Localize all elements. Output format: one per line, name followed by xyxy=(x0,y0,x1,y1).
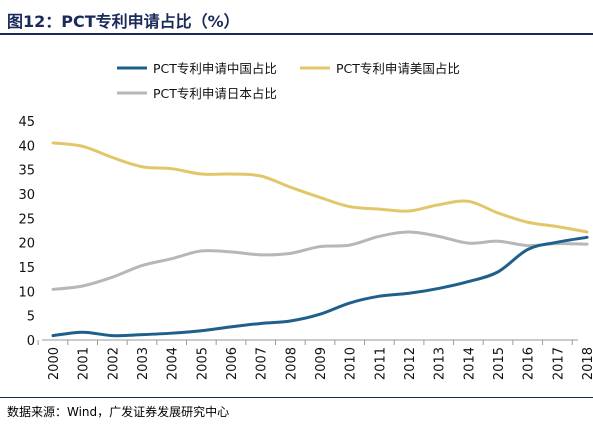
y-axis-ticks: 0 5 10 15 20 25 30 35 40 45 xyxy=(18,115,35,349)
y-tick-label: 20 xyxy=(18,237,35,252)
x-tick-label: 2006 xyxy=(225,347,240,380)
x-tick-label: 2009 xyxy=(314,347,329,380)
x-tick-label: 2013 xyxy=(433,347,448,380)
x-tick-label: 2001 xyxy=(77,347,92,380)
x-axis-tickmarks xyxy=(37,340,573,345)
x-tick-label: 2005 xyxy=(195,347,210,380)
title-underline xyxy=(0,33,593,35)
legend-item-china: PCT专利申请中国占比 xyxy=(117,61,277,76)
legend-label: PCT专利申请美国占比 xyxy=(336,61,460,76)
series-line-china xyxy=(51,235,589,338)
legend-label: PCT专利申请日本占比 xyxy=(153,86,277,101)
series-line-usa xyxy=(51,141,589,234)
y-tick-label: 25 xyxy=(18,212,35,227)
x-tick-label: 2012 xyxy=(403,347,418,380)
y-tick-label: 10 xyxy=(18,285,35,300)
series-lines xyxy=(51,141,589,338)
legend: PCT专利申请中国占比 PCT专利申请美国占比 PCT专利申请日本占比 xyxy=(117,61,460,101)
y-tick-label: 35 xyxy=(18,164,35,179)
y-tick-label: 5 xyxy=(27,310,35,325)
x-tick-label: 2014 xyxy=(462,347,477,380)
x-tick-label: 2010 xyxy=(344,347,359,380)
y-tick-label: 30 xyxy=(18,188,35,203)
x-tick-label: 2015 xyxy=(492,347,507,380)
footer-rule xyxy=(0,397,593,398)
x-tick-label: 2011 xyxy=(373,347,388,380)
legend-item-usa: PCT专利申请美国占比 xyxy=(300,61,460,76)
y-tick-label: 45 xyxy=(18,115,35,130)
x-axis-ticks: 2000 2001 2002 2003 2004 2005 2006 2007 2008 2009… xyxy=(47,347,593,380)
x-tick-label: 2000 xyxy=(47,347,62,380)
y-tick-label: 40 xyxy=(18,139,35,154)
y-tick-label: 0 xyxy=(27,334,35,349)
x-tick-label: 2016 xyxy=(522,347,537,380)
y-tick-label: 15 xyxy=(18,261,35,276)
x-tick-label: 2017 xyxy=(551,347,566,380)
x-tick-label: 2008 xyxy=(284,347,299,380)
series-line-japan xyxy=(51,230,589,291)
figure-title-bar: 图12：PCT专利申请占比（%） xyxy=(0,4,593,35)
legend-item-japan: PCT专利申请日本占比 xyxy=(117,86,277,101)
x-tick-label: 2002 xyxy=(106,347,121,380)
figure-title: 图12：PCT专利申请占比（%） xyxy=(7,12,240,31)
source-note: 数据来源：Wind，广发证券发展研究中心 xyxy=(7,405,230,419)
x-tick-label: 2004 xyxy=(166,347,181,380)
x-tick-label: 2018 xyxy=(581,347,593,380)
x-tick-label: 2003 xyxy=(136,347,151,380)
legend-label: PCT专利申请中国占比 xyxy=(153,61,277,76)
x-tick-label: 2007 xyxy=(255,347,270,380)
